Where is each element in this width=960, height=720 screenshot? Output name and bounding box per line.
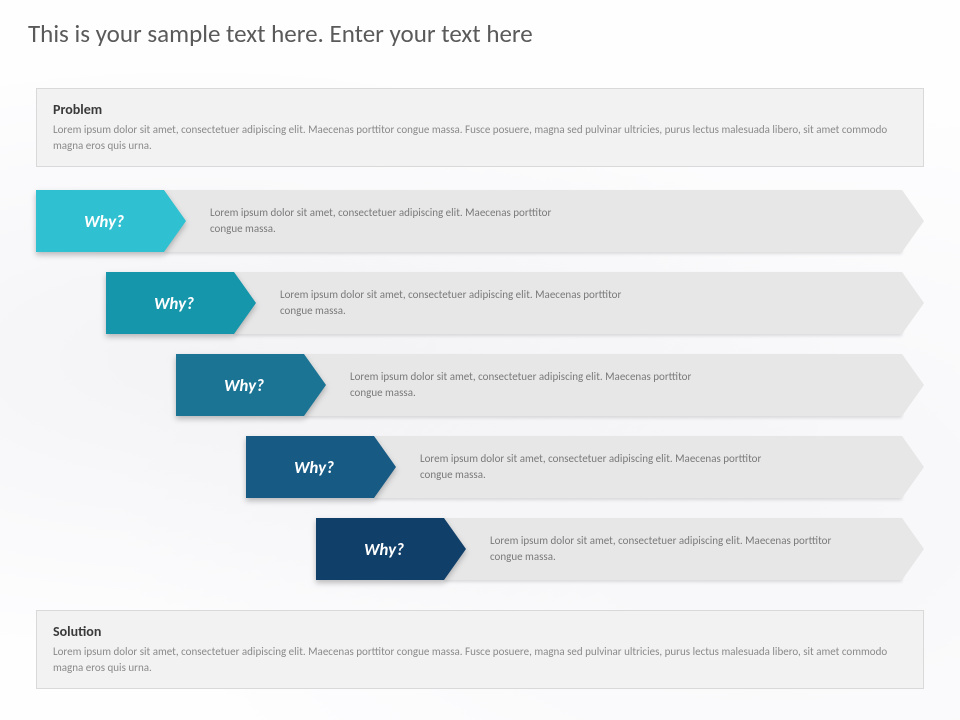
why-chip: Why? [176,354,304,416]
why-body-arrow: Lorem ipsum dolor sit amet, consectetuer… [374,436,902,498]
why-body-text: Lorem ipsum dolor sit amet, consectetuer… [444,533,874,565]
problem-heading: Problem [53,101,907,118]
why-row: Lorem ipsum dolor sit amet, consectetuer… [36,518,924,580]
why-chip-label: Why? [154,293,194,314]
why-chip-label: Why? [84,211,124,232]
why-body-arrow: Lorem ipsum dolor sit amet, consectetuer… [304,354,902,416]
why-body-text: Lorem ipsum dolor sit amet, consectetuer… [374,451,804,483]
why-chip-label: Why? [224,375,264,396]
why-body-arrow: Lorem ipsum dolor sit amet, consectetuer… [444,518,902,580]
problem-box: Problem Lorem ipsum dolor sit amet, cons… [36,88,924,167]
why-row: Lorem ipsum dolor sit amet, consectetuer… [36,436,924,498]
why-chip: Why? [316,518,444,580]
why-body-text: Lorem ipsum dolor sit amet, consectetuer… [304,369,734,401]
solution-body: Lorem ipsum dolor sit amet, consectetuer… [53,644,907,676]
why-chip-label: Why? [364,539,404,560]
slide-title: This is your sample text here. Enter you… [28,18,533,49]
why-row: Lorem ipsum dolor sit amet, consectetuer… [36,272,924,334]
why-chip: Why? [106,272,234,334]
why-chip: Why? [246,436,374,498]
why-row: Lorem ipsum dolor sit amet, consectetuer… [36,190,924,252]
problem-body: Lorem ipsum dolor sit amet, consectetuer… [53,122,907,154]
why-row: Lorem ipsum dolor sit amet, consectetuer… [36,354,924,416]
why-chip-label: Why? [294,457,334,478]
solution-heading: Solution [53,623,907,640]
why-body-arrow: Lorem ipsum dolor sit amet, consectetuer… [234,272,902,334]
why-body-text: Lorem ipsum dolor sit amet, consectetuer… [164,205,594,237]
solution-box: Solution Lorem ipsum dolor sit amet, con… [36,610,924,689]
why-body-arrow: Lorem ipsum dolor sit amet, consectetuer… [164,190,902,252]
why-chip: Why? [36,190,164,252]
why-body-text: Lorem ipsum dolor sit amet, consectetuer… [234,287,664,319]
